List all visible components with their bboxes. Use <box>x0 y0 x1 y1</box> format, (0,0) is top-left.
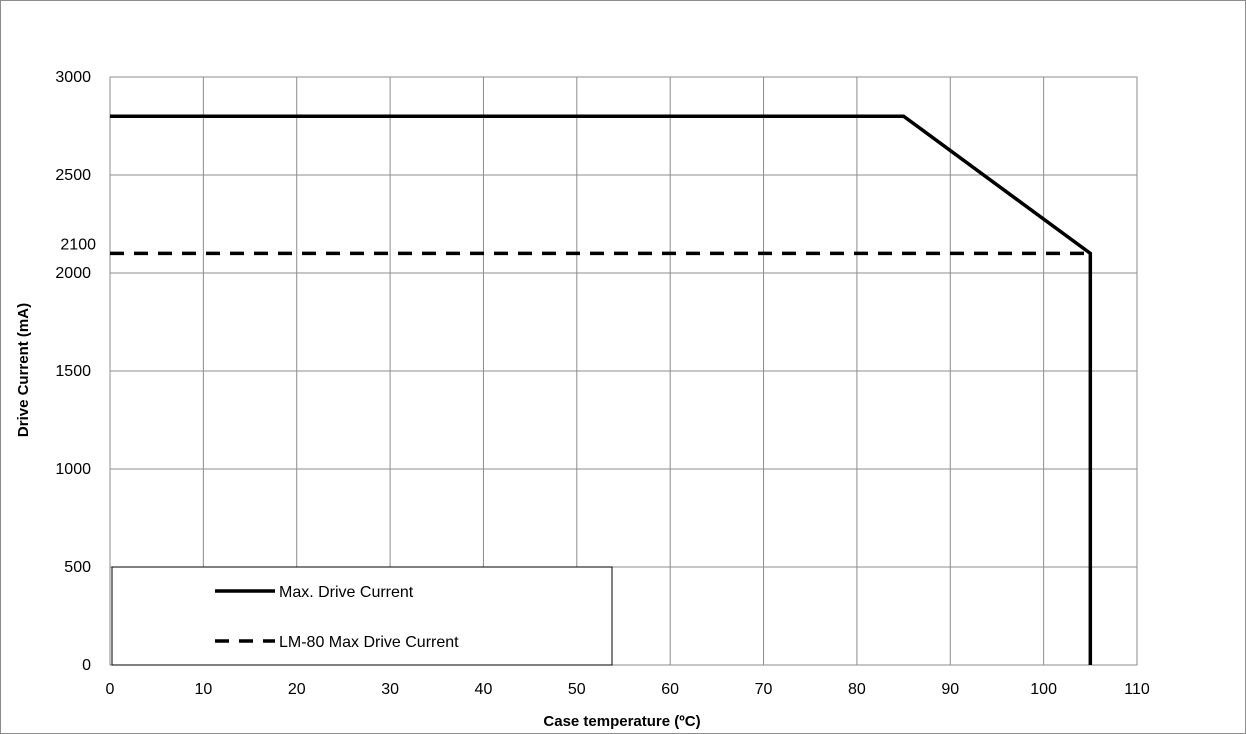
x-tick-label: 60 <box>661 681 679 698</box>
y-tick-label: 2000 <box>55 265 91 282</box>
x-axis-title: Case temperature (ºC) <box>543 713 700 730</box>
plot-area-border <box>109 76 1138 666</box>
y-tick-labels: 0 500 1000 1500 2000 2500 3000 2100 <box>55 69 96 674</box>
y-tick-label: 1000 <box>55 461 91 478</box>
x-tick-label: 10 <box>194 681 212 698</box>
y-tick-label-extra: 2100 <box>60 236 96 253</box>
y-tick-label: 3000 <box>55 69 91 86</box>
y-tick-label: 1500 <box>55 363 91 380</box>
legend-box <box>111 566 613 666</box>
x-tick-label: 80 <box>848 681 866 698</box>
series-lines <box>110 114 1093 665</box>
y-axis-title: Drive Current (mA) <box>15 303 32 437</box>
y-tick-label: 500 <box>64 559 91 576</box>
x-tick-label: 70 <box>755 681 773 698</box>
x-tick-label: 110 <box>1124 681 1150 698</box>
x-tick-label: 30 <box>381 681 399 698</box>
legend-label-max-drive-current: Max. Drive Current <box>279 584 414 601</box>
x-tick-labels: 0 10 20 30 40 50 60 70 80 90 100 110 <box>106 681 1150 698</box>
x-tick-label: 20 <box>288 681 306 698</box>
x-tick-label: 90 <box>941 681 959 698</box>
y-tick-label: 2500 <box>55 167 91 184</box>
x-tick-label: 50 <box>568 681 586 698</box>
y-tick-label: 0 <box>82 657 91 674</box>
x-tick-label: 100 <box>1030 681 1057 698</box>
x-tick-label: 0 <box>106 681 115 698</box>
x-tick-label: 40 <box>475 681 493 698</box>
legend: Max. Drive Current LM-80 Max Drive Curre… <box>111 566 613 666</box>
legend-label-lm80-drive-current: LM-80 Max Drive Current <box>279 634 459 651</box>
series-line-0 <box>110 114 1093 665</box>
